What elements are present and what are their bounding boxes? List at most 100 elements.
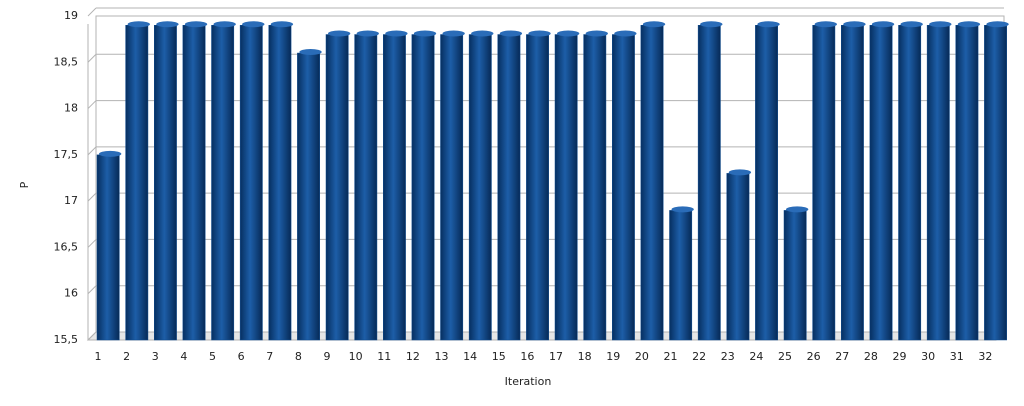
bar xyxy=(411,34,435,341)
bar-cap xyxy=(471,30,494,37)
y-tick-label: 16,5 xyxy=(54,240,79,253)
y-axis-label: P xyxy=(18,181,31,188)
bar-cap xyxy=(127,21,150,28)
bar-cap xyxy=(328,30,351,37)
bar-cap xyxy=(871,21,895,28)
grid-line-side xyxy=(87,100,97,109)
x-tick-label: 31 xyxy=(950,350,964,363)
grid-line-side xyxy=(87,331,97,341)
bar-cap xyxy=(642,21,666,28)
bar-cap xyxy=(585,30,608,37)
x-tick-label: 1 xyxy=(95,350,102,363)
bar xyxy=(125,25,149,341)
x-tick-label: 14 xyxy=(463,350,477,363)
x-tick-label: 6 xyxy=(238,350,245,363)
x-tick-label: 8 xyxy=(295,350,302,363)
x-tick-label: 18 xyxy=(578,350,592,363)
bar-cap xyxy=(786,206,809,213)
bar-cap xyxy=(442,30,465,37)
y-tick-label: 15,5 xyxy=(54,333,79,346)
y-tick-label: 19 xyxy=(64,9,78,22)
y-tick-label: 18,5 xyxy=(54,55,79,68)
x-tick-label: 12 xyxy=(406,350,420,363)
x-tick-label: 30 xyxy=(921,350,935,363)
x-tick-label: 32 xyxy=(978,350,992,363)
bar xyxy=(354,34,378,341)
grid-line-side xyxy=(87,239,97,248)
x-axis-label: Iteration xyxy=(505,375,552,388)
x-tick-label: 26 xyxy=(807,350,821,363)
x-tick-label: 5 xyxy=(209,350,216,363)
bar-cap xyxy=(299,49,322,56)
bar-cap xyxy=(557,30,580,37)
x-tick-label: 24 xyxy=(749,350,763,363)
x-tick-label: 13 xyxy=(435,350,449,363)
x-tick-label: 2 xyxy=(123,350,130,363)
bar xyxy=(869,25,893,341)
bar xyxy=(583,34,607,341)
bar-cap xyxy=(757,21,780,28)
bar-cap xyxy=(413,30,437,37)
bar xyxy=(325,34,349,341)
x-tick-label: 11 xyxy=(377,350,391,363)
x-tick-label: 29 xyxy=(893,350,907,363)
x-tick-label: 3 xyxy=(152,350,159,363)
bar xyxy=(697,25,721,341)
bar-cap xyxy=(900,21,923,28)
bar xyxy=(612,34,635,341)
bar xyxy=(96,154,120,341)
bar-cap xyxy=(957,21,981,28)
bar-cap xyxy=(929,21,952,28)
bar xyxy=(297,52,320,341)
bar xyxy=(898,25,922,341)
bar-cap xyxy=(242,21,265,28)
bar xyxy=(755,25,778,341)
x-tick-label: 23 xyxy=(721,350,735,363)
bar xyxy=(268,25,292,341)
bar xyxy=(211,25,235,341)
bar-cap xyxy=(213,21,236,28)
bar xyxy=(984,25,1007,341)
bar xyxy=(841,25,864,341)
x-tick-label: 4 xyxy=(180,350,187,363)
grid-line-side xyxy=(87,146,97,156)
y-tick-label: 16 xyxy=(64,287,78,300)
bar xyxy=(440,34,464,341)
grid-line-side xyxy=(87,192,97,202)
bar xyxy=(468,34,492,341)
bar xyxy=(783,210,807,341)
bar xyxy=(812,25,836,341)
grid-line-side xyxy=(87,53,97,63)
x-tick-label: 9 xyxy=(324,350,331,363)
grid-line-side xyxy=(87,285,97,295)
bar xyxy=(640,25,664,341)
bar xyxy=(669,210,693,341)
bar xyxy=(497,34,521,341)
bar-cap xyxy=(986,21,1009,28)
y-tick-label: 18 xyxy=(64,102,78,115)
bar-cap xyxy=(184,21,208,28)
bar-cap xyxy=(356,30,379,37)
bar-cap xyxy=(156,21,179,28)
x-tick-label: 16 xyxy=(520,350,534,363)
bar xyxy=(182,25,206,341)
bar-cap xyxy=(614,30,637,37)
x-tick-label: 21 xyxy=(664,350,678,363)
bar-cap xyxy=(814,21,837,28)
bar xyxy=(726,173,750,341)
bar xyxy=(526,34,549,341)
bar-cap xyxy=(499,30,523,37)
x-tick-label: 19 xyxy=(606,350,620,363)
bar-cap xyxy=(843,21,866,28)
bar xyxy=(955,25,979,341)
bar-cap xyxy=(385,30,408,37)
bar-cap xyxy=(671,206,694,213)
bar xyxy=(154,25,177,341)
x-tick-label: 17 xyxy=(549,350,563,363)
bar-cap xyxy=(99,150,122,157)
bar xyxy=(554,34,578,341)
bar-cap xyxy=(700,21,723,28)
x-tick-label: 15 xyxy=(492,350,506,363)
bar xyxy=(239,25,263,341)
